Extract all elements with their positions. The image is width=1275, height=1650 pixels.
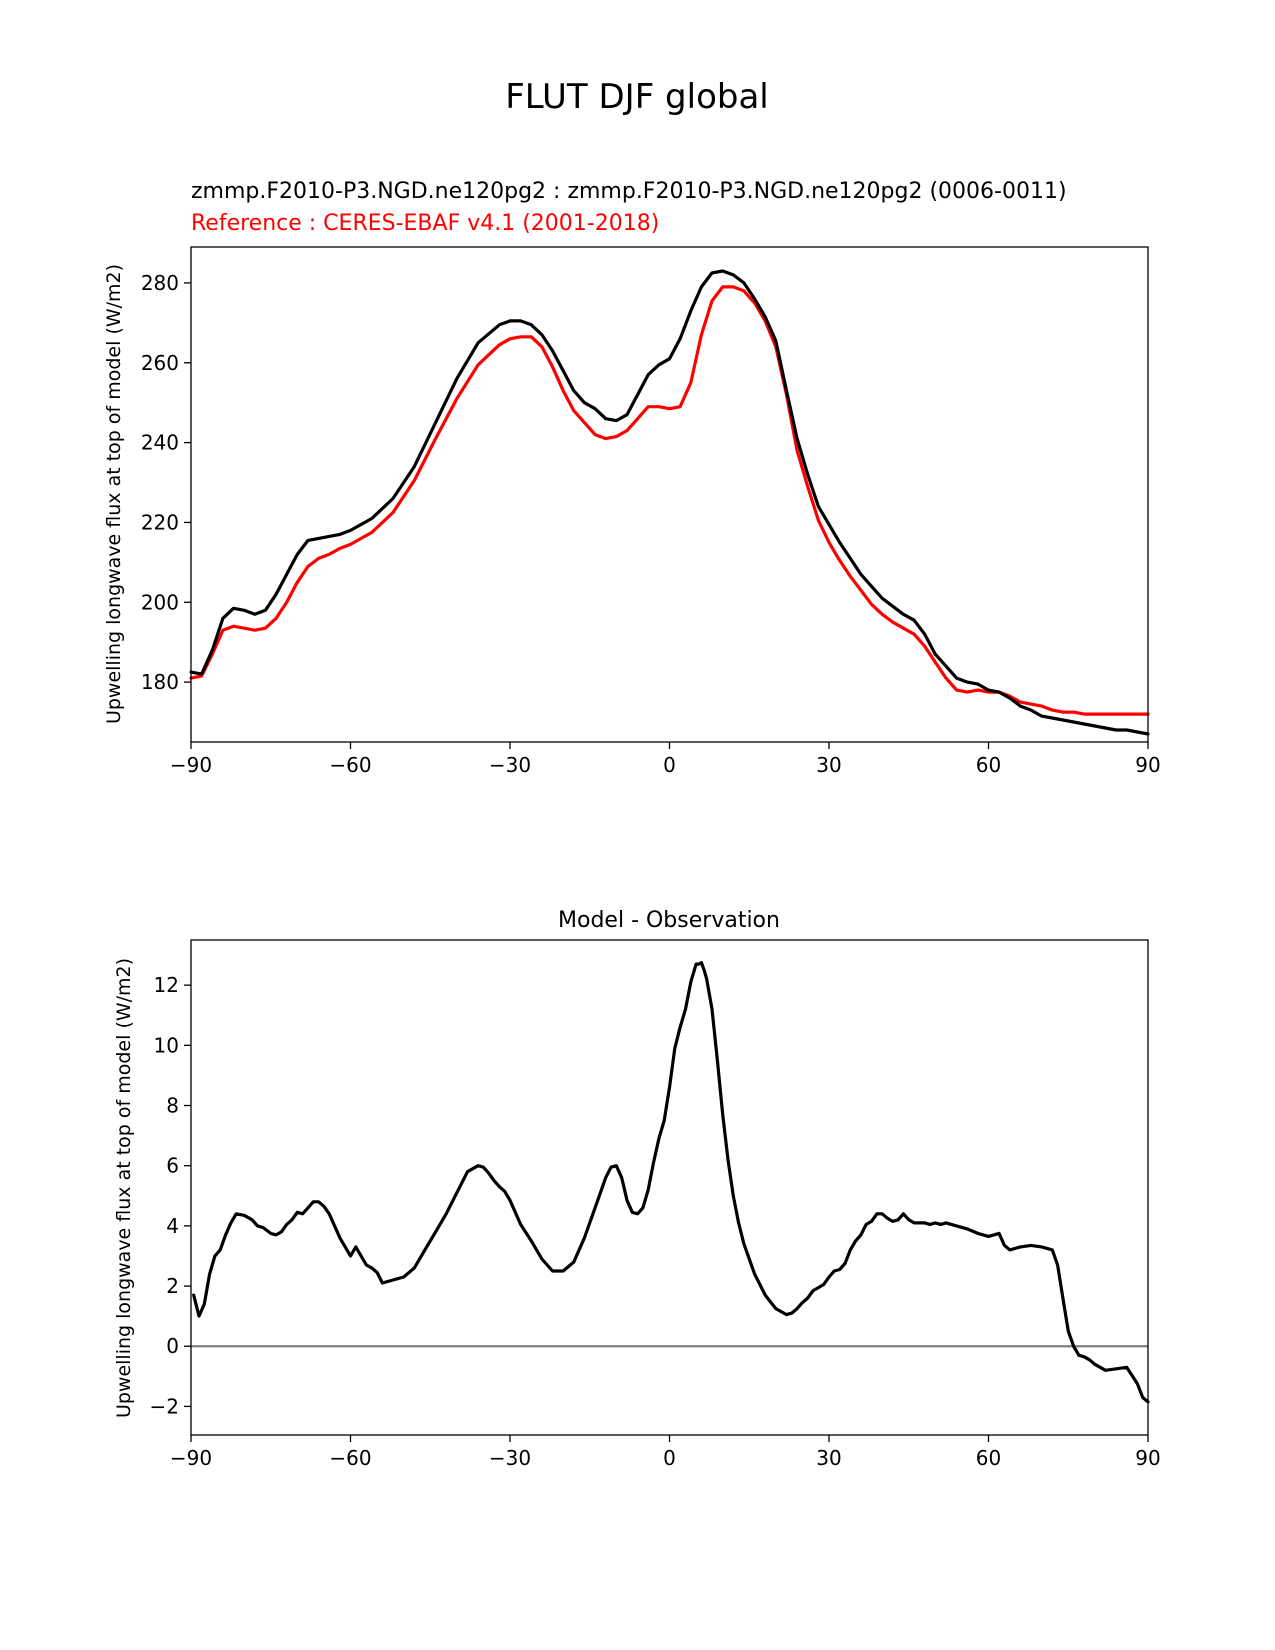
bottom-panel-series bbox=[191, 961, 1150, 1404]
bottom-panel-y-tick-label: 12 bbox=[154, 973, 179, 997]
top-panel-y-tick-label: 280 bbox=[141, 271, 179, 295]
bottom-panel-x-tick-label: −90 bbox=[170, 1446, 212, 1470]
top-panel-series-line-1 bbox=[189, 285, 1150, 716]
bottom-panel-ticks: −90 −60 −30 0 30 60 90 −2 0 2 4 6 8 10 12 bbox=[150, 973, 1161, 1470]
top-panel-y-tick-label: 260 bbox=[141, 351, 179, 375]
top-panel-y-tick-label: 200 bbox=[141, 590, 179, 614]
top-panel: zmmp.F2010-P3.NGD.ne120pg2 : zmmp.F2010-… bbox=[103, 179, 1161, 777]
top-panel-x-tick-label: −30 bbox=[489, 753, 531, 777]
bottom-panel-title: Model - Observation bbox=[558, 908, 780, 933]
top-panel-x-tick-label: 60 bbox=[976, 753, 1001, 777]
top-panel-y-axis-label: Upwelling longwave flux at top of model … bbox=[103, 264, 125, 724]
bottom-panel-x-tick-label: 0 bbox=[663, 1446, 676, 1470]
bottom-panel-y-tick-label: 0 bbox=[166, 1334, 179, 1358]
top-panel-x-tick-label: 0 bbox=[663, 753, 676, 777]
top-panel-x-tick-label: −60 bbox=[329, 753, 371, 777]
top-panel-y-tick-label: 240 bbox=[141, 431, 179, 455]
top-panel-reference-subtitle: Reference : CERES-EBAF v4.1 (2001-2018) bbox=[191, 211, 659, 236]
bottom-panel-x-tick-label: 30 bbox=[816, 1446, 841, 1470]
top-panel-x-tick-label: −90 bbox=[170, 753, 212, 777]
top-panel-ticks: −90 −60 −30 0 30 60 90 180 200 220 240 260 280 bbox=[141, 271, 1161, 777]
top-panel-y-tick-label: 180 bbox=[141, 670, 179, 694]
top-panel-series bbox=[189, 269, 1150, 736]
top-panel-series-line-0 bbox=[189, 269, 1150, 736]
bottom-panel-x-tick-label: −30 bbox=[489, 1446, 531, 1470]
bottom-panel-x-tick-label: −60 bbox=[329, 1446, 371, 1470]
top-panel-x-tick-label: 30 bbox=[816, 753, 841, 777]
bottom-panel-y-tick-label: 6 bbox=[166, 1154, 179, 1178]
bottom-panel-x-tick-label: 90 bbox=[1135, 1446, 1160, 1470]
bottom-panel-frame bbox=[190, 939, 1149, 1436]
bottom-panel-y-axis-label: Upwelling longwave flux at top of model … bbox=[113, 958, 135, 1418]
bottom-panel-series-line-0 bbox=[192, 961, 1150, 1404]
bottom-panel-x-tick-label: 60 bbox=[976, 1446, 1001, 1470]
figure-title: FLUT DJF global bbox=[505, 77, 769, 117]
top-panel-title: zmmp.F2010-P3.NGD.ne120pg2 : zmmp.F2010-… bbox=[191, 179, 1067, 204]
bottom-panel-y-tick-label: 2 bbox=[166, 1274, 179, 1298]
top-panel-y-tick-label: 220 bbox=[141, 510, 179, 534]
bottom-panel-y-tick-label: −2 bbox=[150, 1394, 179, 1418]
top-panel-frame bbox=[190, 246, 1149, 743]
bottom-panel-y-tick-label: 8 bbox=[166, 1094, 179, 1118]
bottom-panel-y-tick-label: 4 bbox=[166, 1214, 179, 1238]
top-panel-x-tick-label: 90 bbox=[1135, 753, 1160, 777]
bottom-panel: Model - Observation Upwelling longwave f… bbox=[113, 908, 1161, 1470]
bottom-panel-y-tick-label: 10 bbox=[154, 1033, 179, 1057]
